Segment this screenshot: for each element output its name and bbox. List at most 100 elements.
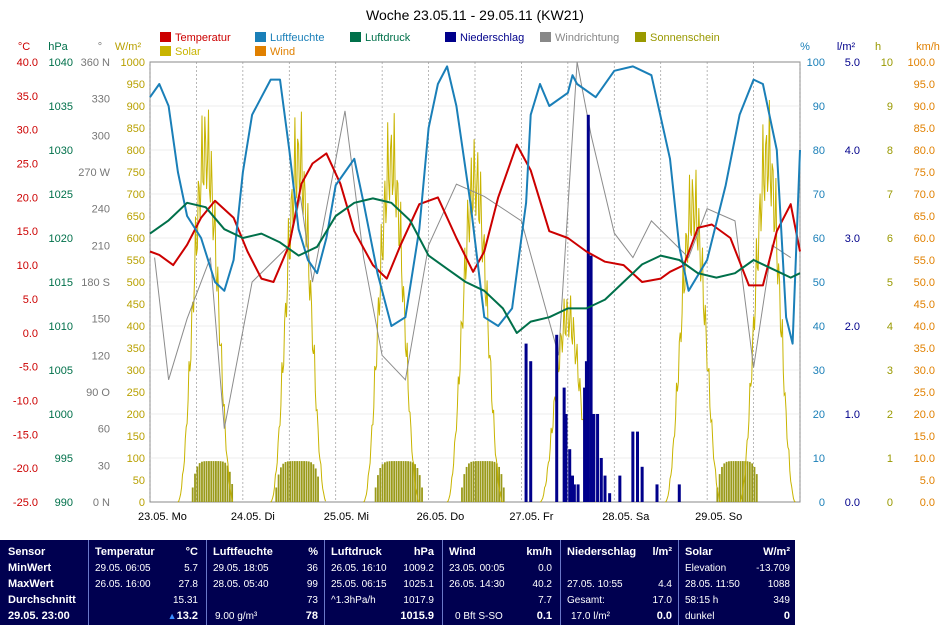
sunshine-bar xyxy=(500,474,503,502)
temperature-tick: -15.0 xyxy=(13,429,38,441)
hum-max-time: 28.05. 05:40 xyxy=(213,579,269,590)
wind-tick: 95.0 xyxy=(914,79,935,91)
sunshine-bar xyxy=(284,462,287,502)
sunshine-bar xyxy=(746,461,749,502)
solar-tick: 650 xyxy=(127,211,145,223)
rain-bar xyxy=(596,414,600,502)
sunshine-bar xyxy=(716,487,719,502)
pressure-unit-label: hPa xyxy=(48,41,68,53)
rain-bar xyxy=(677,484,681,502)
x-label-6: 29.05. So xyxy=(695,511,742,523)
rain-bar xyxy=(529,361,533,502)
temperature-tick: 30.0 xyxy=(17,125,38,137)
sunshine-bar xyxy=(381,464,384,502)
sunshine-bar xyxy=(416,468,419,502)
sunshine-bar xyxy=(725,461,728,502)
pressure-tick: 995 xyxy=(55,453,73,465)
temperature-tick: 40.0 xyxy=(17,57,38,69)
sunshine-bar xyxy=(400,461,403,502)
temp-average: 15.31 xyxy=(172,595,198,606)
rain-bar xyxy=(631,431,635,502)
winddir-series xyxy=(154,61,791,429)
elevation-label: Elevation xyxy=(685,563,727,574)
sunshine-tick: 8 xyxy=(887,145,893,157)
sunshine-bar xyxy=(491,461,494,502)
legend-swatch-6 xyxy=(160,46,171,56)
sunshine-bar xyxy=(300,461,303,502)
sunshine-bar xyxy=(470,461,473,502)
summary-panel: Sensor MinWert MaxWert Durchschnitt 29.0… xyxy=(0,540,795,625)
humidity-tick: 60 xyxy=(813,233,825,245)
sunshine-bar xyxy=(377,475,379,502)
sunshine-bar xyxy=(226,465,229,502)
press-current: 1015.9 xyxy=(400,610,434,622)
sunshine-tick: 5 xyxy=(887,277,893,289)
wind-max-time: 26.05. 14:30 xyxy=(449,579,505,590)
wind-max-value: 40.2 xyxy=(532,579,552,590)
solar-unit-label: W/m² xyxy=(115,41,142,53)
rain-bar xyxy=(562,387,566,502)
rain-bar xyxy=(572,484,576,502)
hum-current: 78 xyxy=(305,610,318,622)
legend-label-6: Solar xyxy=(175,46,201,58)
rain-unit-label: l/m² xyxy=(837,41,856,53)
sunshine-tick: 3 xyxy=(887,365,893,377)
weather-chart: Woche 23.05.11 - 29.05.11 (KW21) Tempera… xyxy=(13,7,940,523)
sunshine-bar xyxy=(741,461,744,502)
wind-tick: 15.0 xyxy=(914,431,935,443)
temperature-tick: -5.0 xyxy=(19,362,38,374)
legend-label-1: Luftfeuchte xyxy=(270,32,324,44)
sunshine-tick: 6 xyxy=(887,233,893,245)
temperature-unit: °C xyxy=(185,546,198,558)
sunshine-bar xyxy=(224,462,227,502)
sunshine-bar xyxy=(463,474,466,502)
sunshine-bar xyxy=(718,474,721,502)
rain-tick: 4.0 xyxy=(845,145,860,157)
sunshine-bar xyxy=(748,461,751,502)
solar-tick: 1000 xyxy=(121,57,145,69)
elevation-value: -13.709 xyxy=(756,563,790,574)
sunshine-bar xyxy=(291,461,294,502)
solar-average: 349 xyxy=(773,595,790,606)
solar-tick: 100 xyxy=(127,453,145,465)
temp-min-time: 29.05. 06:05 xyxy=(95,563,151,574)
sunshine-bar xyxy=(275,487,278,502)
legend-label-3: Niederschlag xyxy=(460,32,524,44)
temperature-tick: 0.0 xyxy=(23,328,38,340)
pressure-header: Luftdruck xyxy=(331,546,382,558)
solar-line xyxy=(363,113,420,503)
humidity-tick: 90 xyxy=(813,101,825,113)
hum-min-time: 29.05. 18:05 xyxy=(213,563,269,574)
wind-min-value: 0.0 xyxy=(538,563,552,574)
sunshine-bar xyxy=(732,461,735,502)
humidity-unit: % xyxy=(308,546,318,558)
temperature-unit-label: °C xyxy=(18,41,30,53)
humidity-tick: 30 xyxy=(813,365,825,377)
winddir-tick: 270 W xyxy=(78,167,110,179)
rain-current: 0.0 xyxy=(656,610,672,622)
rain-bar xyxy=(576,484,580,502)
humidity-tick: 40 xyxy=(813,321,825,333)
winddir-tick: 180 S xyxy=(81,277,110,289)
rain-bar xyxy=(589,255,593,502)
solar-line xyxy=(177,109,234,503)
solar-tick: 600 xyxy=(127,233,145,245)
sunshine-bar xyxy=(212,461,215,502)
solar-tick: 750 xyxy=(127,167,145,179)
legend-label-0: Temperatur xyxy=(175,32,231,44)
legend-label-7: Wind xyxy=(270,46,295,58)
humidity-column: Luftfeuchte % 29.05. 18:05 36 28.05. 05:… xyxy=(206,540,324,625)
temperature-tick: 10.0 xyxy=(17,260,38,272)
rain-bar xyxy=(571,475,574,502)
sunshine-tick: 1 xyxy=(887,453,893,465)
sunshine-bar xyxy=(296,461,299,502)
winddir-tick: 360 N xyxy=(81,57,110,69)
sunshine-bar xyxy=(484,461,487,502)
rain-total-value: 17.0 xyxy=(652,595,672,606)
humidity-tick: 70 xyxy=(813,189,825,201)
sunshine-bar xyxy=(461,487,463,502)
pressure-tick: 990 xyxy=(55,497,73,509)
solar-line xyxy=(665,169,722,503)
sunshine-bar xyxy=(397,461,400,502)
sunshine-tick: 7 xyxy=(887,189,893,201)
